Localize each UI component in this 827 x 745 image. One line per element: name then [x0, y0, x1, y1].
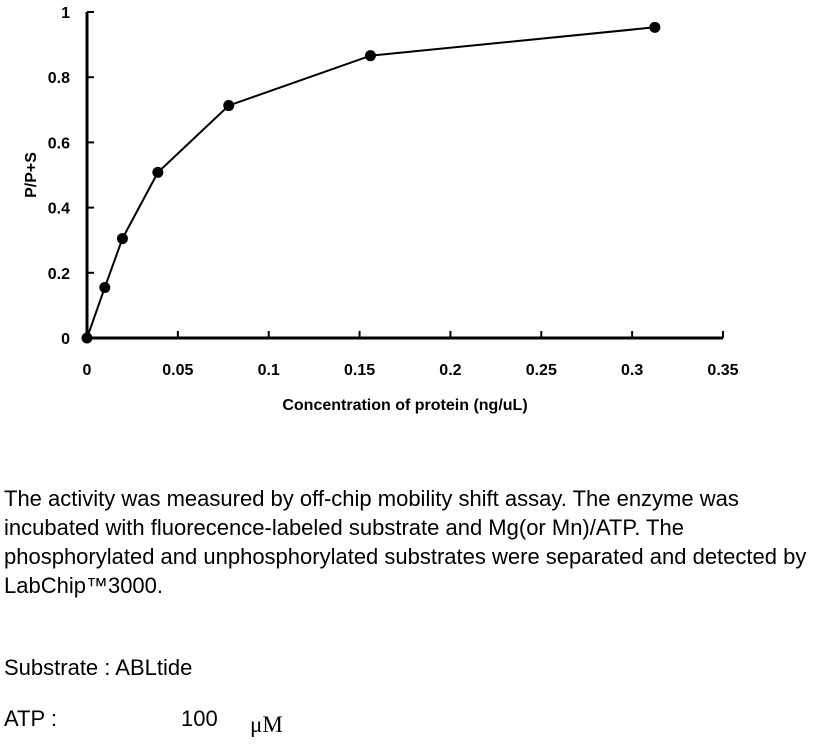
substrate-line: Substrate : ABLtide [4, 655, 193, 680]
x-axis-label: Concentration of protein (ng/uL) [282, 397, 527, 414]
chart: 0 0.2 0.4 0.6 0.8 1 0 0.05 0.1 0.15 0.2 0.25 0.3 0.3… [23, 5, 739, 414]
y-tick-label: 1 [61, 5, 70, 22]
data-point [152, 166, 164, 178]
x-tick-label: 0.15 [344, 362, 375, 379]
x-tick-label: 0.1 [258, 362, 280, 379]
atp-label: ATP : [4, 706, 57, 731]
y-tick-label: 0.2 [48, 266, 70, 283]
y-tick-label: 0.8 [48, 70, 70, 87]
x-tick-label: 0.2 [439, 362, 461, 379]
x-tick-label: 0.05 [162, 362, 193, 379]
atp-value: 100 [181, 706, 218, 731]
y-tick-label: 0.4 [48, 201, 70, 218]
data-point [99, 281, 111, 293]
y-axis-label: P/P+S [23, 152, 40, 198]
data-point [116, 233, 128, 245]
x-tick-label: 0 [83, 362, 92, 379]
x-tick-label: 0.3 [621, 362, 643, 379]
x-tick-label: 0.35 [707, 362, 738, 379]
x-tick-label: 0.25 [526, 362, 557, 379]
y-tick-label: 0.6 [48, 135, 70, 152]
y-tick-label: 0 [61, 331, 70, 348]
assay-description: The activity was measured by off-chip mo… [4, 486, 807, 598]
data-point [649, 21, 661, 33]
data-point [81, 332, 93, 344]
y-axis-ticks: 0 0.2 0.4 0.6 0.8 1 [48, 5, 94, 348]
data-point [223, 100, 235, 112]
data-point [364, 50, 376, 62]
atp-unit: μM [250, 712, 283, 737]
series-group [81, 21, 661, 344]
series-line [86, 26, 655, 339]
